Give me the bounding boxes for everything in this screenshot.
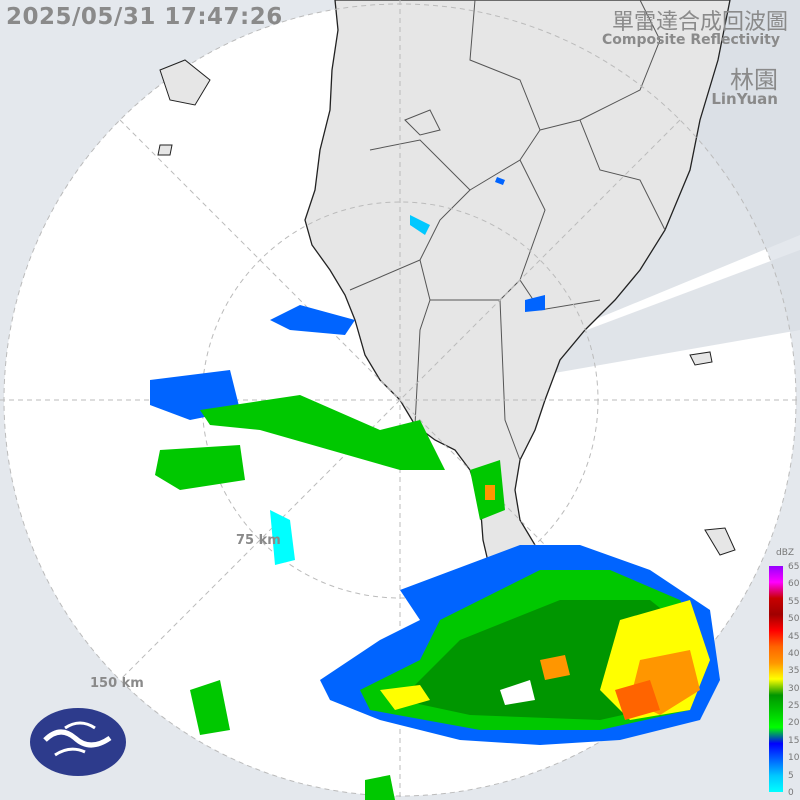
station-name-zh: 林園 bbox=[730, 66, 778, 94]
product-title-zh: 單雷達合成回波圖 bbox=[611, 10, 788, 35]
legend-tick: 45 bbox=[788, 631, 800, 642]
legend-tick: 5 bbox=[788, 770, 794, 781]
radar-echoes bbox=[150, 177, 720, 800]
islands bbox=[157, 59, 736, 556]
legend-tick: 20 bbox=[788, 718, 800, 729]
timestamp: 2025/05/31 17:47:26 bbox=[6, 4, 283, 30]
station-name-en: LinYuan bbox=[711, 90, 778, 108]
legend-tick: 60 bbox=[788, 579, 800, 590]
legend-unit: dBZ bbox=[776, 548, 795, 558]
product-title-en: Composite Reflectivity bbox=[602, 32, 780, 48]
range-label-75: 75 km bbox=[236, 533, 281, 548]
legend-tick: 55 bbox=[788, 596, 800, 607]
taiwan-landmass bbox=[304, 0, 731, 576]
legend-tick: 10 bbox=[788, 753, 800, 764]
legend-tick: 40 bbox=[788, 648, 800, 659]
legend-tick: 35 bbox=[788, 666, 800, 677]
legend-tick: 50 bbox=[788, 614, 800, 625]
cwa-logo bbox=[30, 708, 126, 776]
legend-tick: 65 bbox=[788, 562, 800, 572]
legend-tick: 30 bbox=[788, 683, 800, 694]
legend-tick: 0 bbox=[788, 788, 794, 798]
dbz-legend: dBZ 65 60 55 50 45 40 35 30 25 20 15 10 5 0 bbox=[760, 546, 800, 800]
range-label-150: 150 km bbox=[90, 676, 144, 691]
legend-tick: 25 bbox=[788, 701, 800, 712]
legend-tick: 15 bbox=[788, 735, 800, 746]
legend-color-bar bbox=[769, 566, 783, 792]
